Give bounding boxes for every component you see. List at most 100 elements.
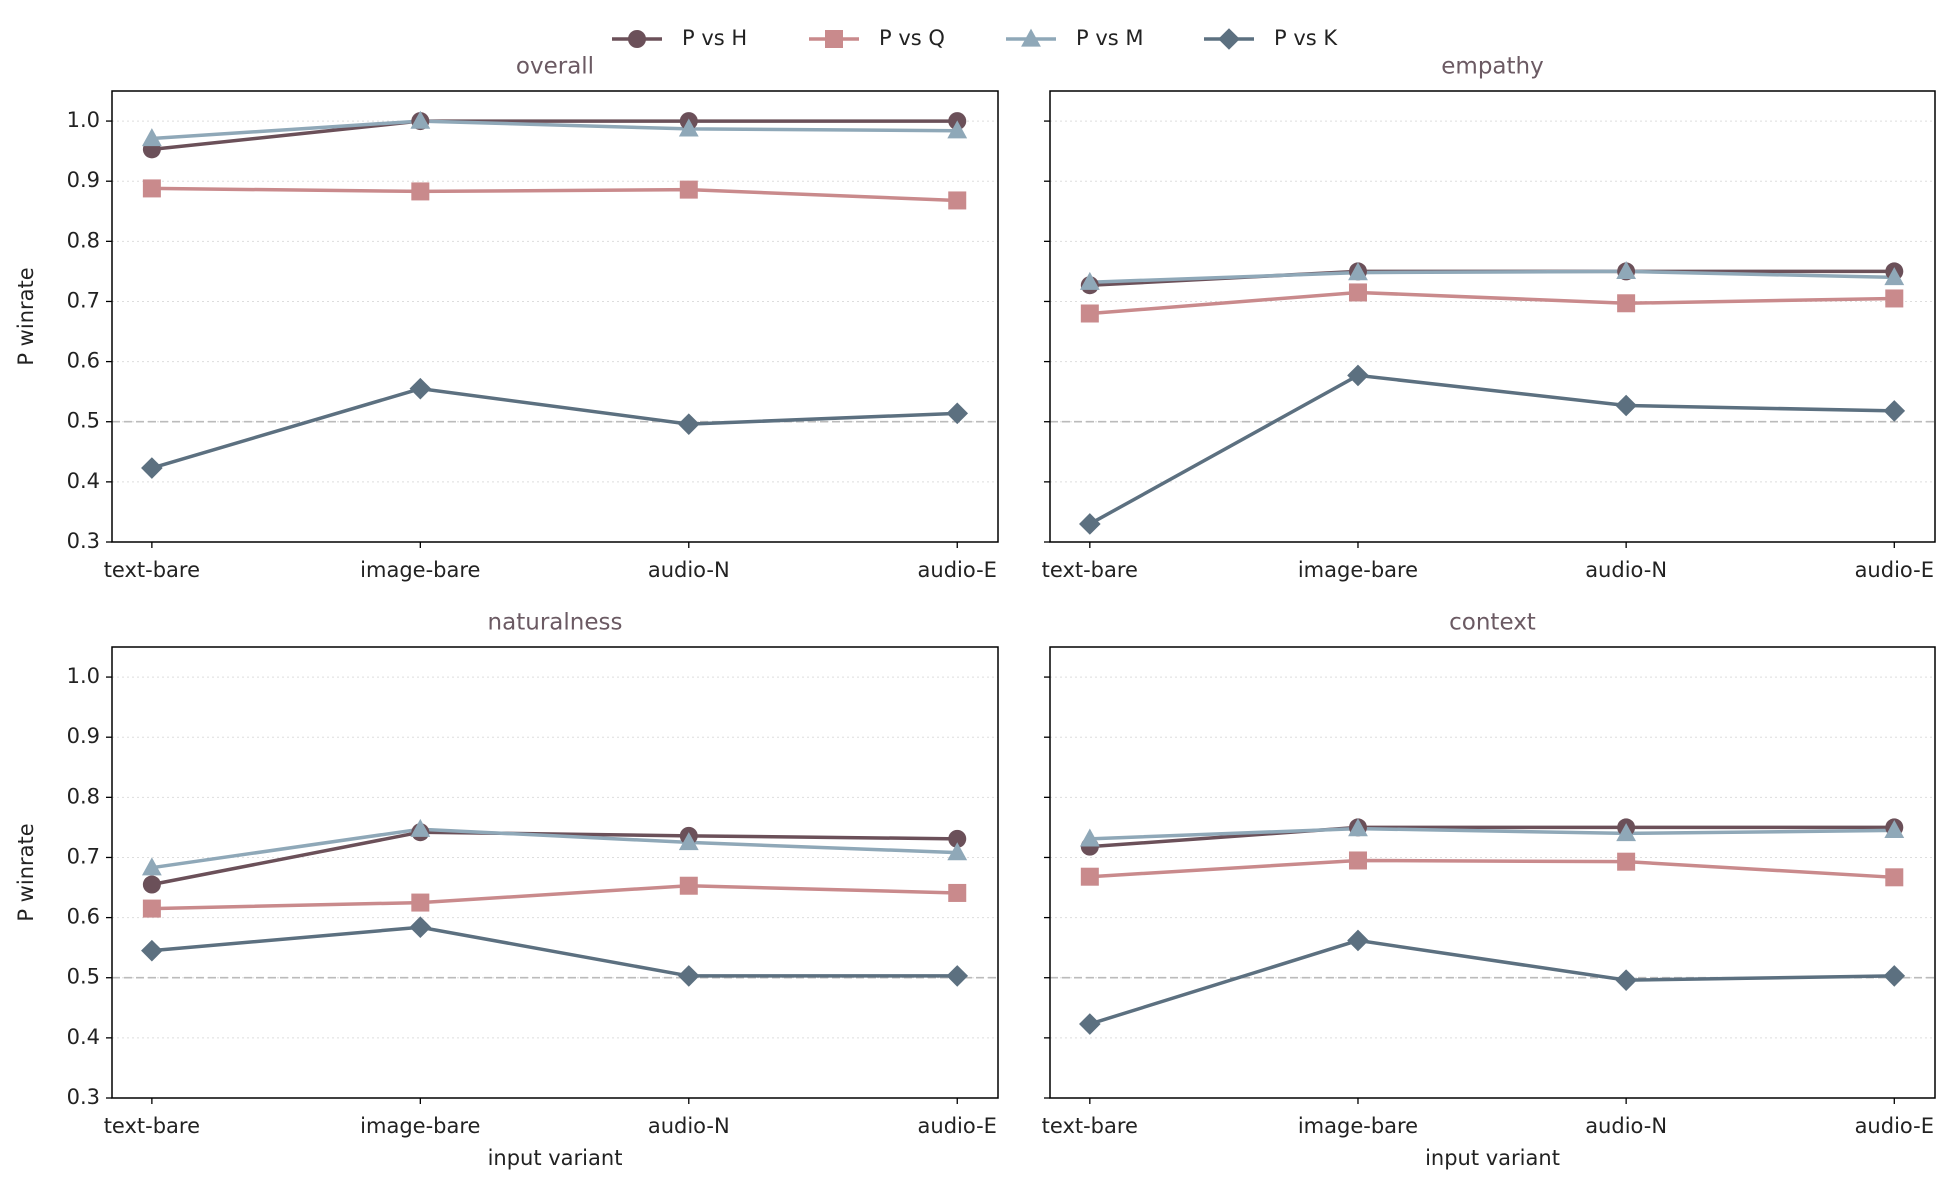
legend-marker	[825, 30, 843, 48]
panel-title: empathy	[1441, 54, 1543, 80]
series-line	[1089, 290, 1895, 316]
data-point	[678, 118, 699, 137]
y-tick-label: 0.6	[67, 349, 100, 373]
y-tick-label: 0.3	[67, 529, 100, 553]
data-point	[410, 818, 431, 837]
series-line	[151, 119, 958, 141]
series-line	[1089, 858, 1895, 880]
data-point	[1885, 289, 1904, 308]
data-point	[1615, 969, 1637, 991]
data-point	[1884, 820, 1905, 839]
data-point	[1348, 283, 1367, 302]
x-tick-label: text-bare	[1042, 1114, 1138, 1138]
data-point	[946, 402, 969, 425]
data-point	[1348, 818, 1368, 837]
data-point	[1883, 400, 1906, 422]
data-point	[947, 842, 968, 861]
data-point	[1617, 294, 1636, 313]
data-point	[1617, 852, 1636, 871]
x-tick-label: image-bare	[1298, 1114, 1418, 1138]
data-point	[1079, 828, 1100, 847]
y-tick-label: 0.7	[67, 844, 100, 868]
data-point	[947, 120, 968, 139]
y-tick-label: 0.4	[67, 1025, 100, 1049]
data-point	[677, 413, 700, 435]
x-tick-label: audio-E	[1855, 1114, 1934, 1138]
y-tick-label: 1.0	[67, 108, 100, 132]
y-tick-label: 0.8	[67, 784, 100, 808]
axes-frame	[1049, 90, 1936, 543]
data-point	[142, 179, 161, 198]
data-point	[409, 377, 432, 400]
panel: overall 0.3 0.4 0.5 0.6 0.7 0.8 0.9 1.0 text-bare…	[14, 54, 999, 582]
data-point	[1079, 1013, 1101, 1035]
legend-marker	[1218, 28, 1240, 50]
data-point	[1080, 304, 1099, 323]
x-tick-label: audio-E	[918, 558, 997, 582]
series-line	[151, 827, 958, 870]
x-tick-label: audio-N	[1585, 558, 1667, 582]
x-tick-label: text-bare	[104, 1114, 200, 1138]
data-point	[141, 457, 163, 479]
legend-label: P vs Q	[879, 26, 945, 50]
axes-frame	[111, 646, 999, 1099]
panel: context text-bare image-bare audio-N audio-E…	[1042, 610, 1936, 1170]
y-axis-label: P winrate	[14, 267, 38, 365]
data-point	[411, 893, 430, 912]
y-tick-label: 0.6	[67, 905, 100, 929]
series-line	[151, 119, 958, 152]
data-point	[1347, 929, 1369, 952]
y-tick-label: 0.3	[67, 1085, 100, 1109]
x-tick-label: audio-E	[1855, 558, 1934, 582]
panel-title: overall	[516, 54, 594, 80]
data-point	[410, 110, 431, 129]
legend-label: P vs K	[1274, 26, 1338, 50]
data-point	[1347, 364, 1369, 387]
series-line	[151, 830, 958, 887]
y-tick-label: 0.9	[67, 168, 100, 192]
x-axis-label: input variant	[488, 1146, 623, 1170]
panel-title: naturalness	[488, 610, 623, 636]
series-line	[151, 883, 958, 911]
data-point	[1615, 394, 1637, 417]
series-line	[151, 186, 958, 203]
y-axis-label: P winrate	[14, 823, 38, 921]
data-point	[409, 916, 432, 939]
legend-label: P vs H	[682, 26, 747, 50]
data-point	[1883, 965, 1906, 987]
y-tick-label: 0.8	[67, 228, 100, 252]
x-tick-label: image-bare	[1298, 558, 1418, 582]
data-point	[678, 832, 699, 851]
y-tick-label: 0.9	[67, 724, 100, 748]
series-line	[1089, 938, 1895, 1026]
x-tick-label: image-bare	[360, 1114, 480, 1138]
data-point	[141, 857, 162, 876]
data-point	[411, 182, 430, 201]
data-point	[679, 876, 698, 895]
series-line	[151, 386, 958, 470]
x-tick-label: audio-E	[918, 1114, 997, 1138]
data-point	[946, 965, 969, 987]
data-point	[142, 899, 161, 918]
y-tick-label: 0.4	[67, 469, 100, 493]
axes-frame	[1049, 646, 1936, 1099]
x-tick-label: audio-N	[648, 558, 730, 582]
x-tick-label: text-bare	[1042, 558, 1138, 582]
data-point	[679, 180, 698, 199]
legend-marker	[628, 30, 646, 48]
panel: naturalness 0.3 0.4 0.5 0.6 0.7 0.8 0.9 1.0 text-…	[14, 610, 999, 1170]
data-point	[1884, 267, 1905, 286]
x-tick-label: audio-N	[648, 1114, 730, 1138]
y-tick-label: 0.5	[67, 965, 100, 989]
legend-marker	[1021, 28, 1041, 47]
x-tick-label: image-bare	[360, 558, 480, 582]
data-point	[1616, 823, 1637, 842]
y-tick-label: 0.5	[67, 409, 100, 433]
data-point	[677, 965, 700, 987]
data-point	[948, 883, 967, 902]
data-point	[1079, 513, 1101, 535]
legend-label: P vs M	[1076, 26, 1144, 50]
data-point	[142, 875, 161, 894]
series-line	[1088, 373, 1895, 526]
